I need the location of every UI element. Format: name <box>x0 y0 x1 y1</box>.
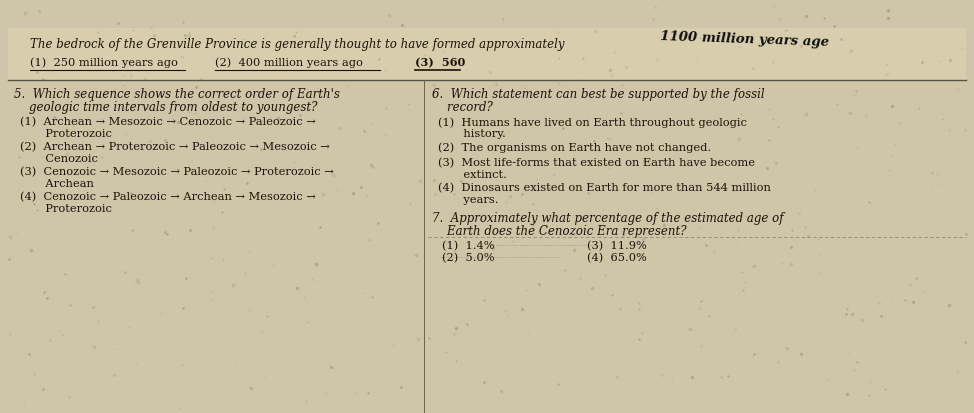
Text: geologic time intervals from oldest to youngest?: geologic time intervals from oldest to y… <box>14 101 318 114</box>
Text: Proterozoic: Proterozoic <box>20 129 112 139</box>
Text: (3)  560: (3) 560 <box>415 57 466 68</box>
Text: (2)  Archean → Proterozoic → Paleozoic → Mesozoic →: (2) Archean → Proterozoic → Paleozoic → … <box>20 142 330 152</box>
Text: 1100 million years age: 1100 million years age <box>660 30 829 49</box>
Text: (2)  400 million years ago: (2) 400 million years ago <box>215 57 363 68</box>
Text: Archean: Archean <box>20 179 94 189</box>
Text: (3)  Most life-forms that existed on Earth have become: (3) Most life-forms that existed on Eart… <box>437 158 755 169</box>
Text: (1)  Humans have lived on Earth throughout geologic: (1) Humans have lived on Earth throughou… <box>437 117 746 128</box>
Text: history.: history. <box>437 129 506 139</box>
Text: (4)  Dinosaurs existed on Earth for more than 544 million: (4) Dinosaurs existed on Earth for more … <box>437 183 770 193</box>
Text: (1)  Archean → Mesozoic → Cenozoic → Paleozoic →: (1) Archean → Mesozoic → Cenozoic → Pale… <box>20 117 316 127</box>
Bar <box>8 28 966 80</box>
Text: (2)  The organisms on Earth have not changed.: (2) The organisms on Earth have not chan… <box>437 142 711 152</box>
Text: Earth does the Cenozoic Era represent?: Earth does the Cenozoic Era represent? <box>431 225 687 238</box>
Text: (4)  65.0%: (4) 65.0% <box>586 253 647 263</box>
Text: years.: years. <box>437 195 498 205</box>
Text: (3)  Cenozoic → Mesozoic → Paleozoic → Proterozoic →: (3) Cenozoic → Mesozoic → Paleozoic → Pr… <box>20 167 334 177</box>
Text: Proterozoic: Proterozoic <box>20 204 112 214</box>
Text: (1)  1.4%: (1) 1.4% <box>441 241 494 252</box>
Text: 7.  Approximately what percentage of the estimated age of: 7. Approximately what percentage of the … <box>431 212 783 225</box>
Text: (2)  5.0%: (2) 5.0% <box>441 253 494 263</box>
Text: 6.  Which statement can best be supported by the fossil: 6. Which statement can best be supported… <box>431 88 765 101</box>
Text: (4)  Cenozoic → Paleozoic → Archean → Mesozoic →: (4) Cenozoic → Paleozoic → Archean → Mes… <box>20 192 316 202</box>
Text: The bedrock of the Grenville Province is generally thought to have formed approx: The bedrock of the Grenville Province is… <box>30 38 565 51</box>
Text: record?: record? <box>431 101 493 114</box>
Text: extinct.: extinct. <box>437 170 506 180</box>
Text: (1)  250 million years ago: (1) 250 million years ago <box>30 57 178 68</box>
Text: Cenozoic: Cenozoic <box>20 154 97 164</box>
Text: (3)  11.9%: (3) 11.9% <box>586 241 647 252</box>
Text: 5.  Which sequence shows the correct order of Earth's: 5. Which sequence shows the correct orde… <box>14 88 340 101</box>
